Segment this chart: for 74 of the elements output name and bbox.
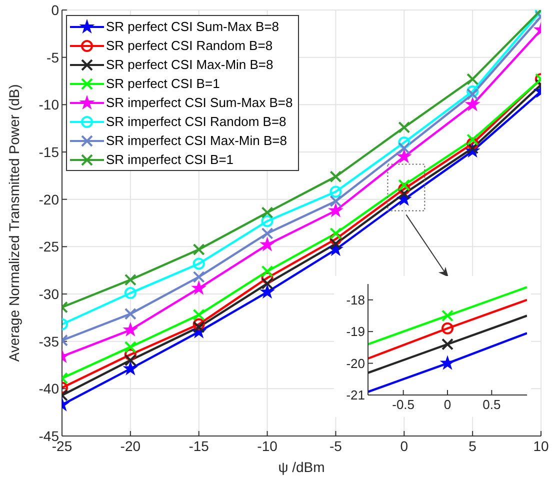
point [124,274,136,286]
x-tick-label: -20 [120,438,141,454]
point [124,362,138,375]
legend-label: SR imperfect CSI B=1 [106,152,234,167]
legend-label: SR perfect CSI Random B=8 [106,38,273,53]
y-tick-label: 0 [51,2,60,18]
point [397,150,411,162]
point [398,142,410,154]
point [124,341,136,354]
point [192,270,205,283]
point [466,88,479,100]
point [192,321,205,334]
point [124,354,136,366]
point [192,281,206,294]
point [192,318,205,330]
x-tick-label: 5 [468,438,477,454]
legend-label: SR imperfect CSI Max-Min B=8 [106,133,287,148]
point [330,186,342,198]
point [330,170,342,183]
point [398,121,410,134]
point [192,258,205,270]
point [261,227,274,240]
point [261,278,274,290]
y-tick-label: -35 [38,333,60,350]
y-tick-label: -20 [38,191,60,208]
y-tick-label: -19 [346,324,365,340]
legend-label: SR perfect CSI Sum-Max B=8 [106,19,280,34]
x-tick-label: -10 [257,438,278,454]
y-tick-label: -5 [46,49,60,66]
point [192,308,205,321]
point [124,287,136,300]
point [124,348,136,361]
point [261,215,274,228]
y-tick-label: -15 [38,144,60,160]
point [398,136,410,149]
x-tick-label: 10 [533,438,549,454]
point [261,265,274,278]
point [260,238,274,251]
point [261,206,274,219]
y-tick-label: -18 [346,292,365,308]
point [330,195,342,208]
x-tick-label: 0 [400,438,408,454]
x-tick-label: 0.5 [482,397,501,412]
y-tick-label: -10 [38,96,60,113]
point [330,238,342,250]
point [124,308,136,320]
point [466,98,480,110]
y-tick-label: -25 [38,238,60,255]
y-axis-title: Average Normalized Transmitted Power (dB) [6,84,22,362]
y-tick-label: -40 [38,380,60,397]
point [260,285,274,298]
x-tick-label: -5 [329,438,342,454]
point [124,322,138,336]
point [329,204,342,216]
point [192,244,205,256]
legend-label: SR imperfect CSI Random B=8 [106,114,286,129]
point [330,233,342,246]
legend-label: SR perfect CSI Max-Min B=8 [106,57,274,72]
point [261,272,274,284]
x-axis-title: ψ /dBm [278,459,325,475]
legend-label: SR imperfect CSI Sum-Max B=8 [106,95,293,110]
x-tick-label: -15 [188,438,210,454]
point [330,227,342,240]
y-tick-label: -30 [38,286,60,302]
point [466,137,479,150]
point [466,85,479,98]
y-tick-label: -21 [346,388,365,403]
x-tick-label: 0 [444,397,452,412]
legend-label: SR perfect CSI B=1 [106,76,220,91]
x-tick-label: -0.5 [392,397,415,412]
point [466,142,479,154]
point [466,134,479,146]
point [466,73,479,86]
y-tick-label: -20 [346,356,365,371]
